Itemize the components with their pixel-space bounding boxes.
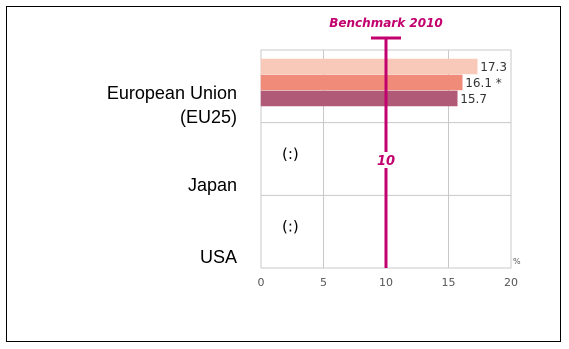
missing-marker-1: (:) bbox=[282, 145, 299, 163]
x-axis: 0 5 10 15 20% bbox=[258, 257, 522, 289]
category-label-eu-line1: European Union bbox=[106, 83, 237, 103]
data-label-0-2: 15.7 bbox=[460, 92, 487, 106]
x-tick-label-1: 5 bbox=[320, 276, 327, 289]
category-label-japan: Japan bbox=[187, 175, 237, 195]
data-labels: 17.3 16.1 * 15.7 bbox=[460, 60, 507, 106]
x-tick-label-0: 0 bbox=[258, 276, 265, 289]
missing-marker-2: (:) bbox=[282, 218, 299, 236]
bar-0-2 bbox=[260, 90, 458, 107]
bar-0-0 bbox=[260, 58, 478, 75]
x-axis-unit: % bbox=[513, 257, 521, 266]
category-label-usa: USA bbox=[199, 247, 237, 267]
benchmark-value-label: 10 bbox=[377, 154, 395, 169]
x-tick-label-4: 20 bbox=[504, 276, 518, 289]
data-label-0-0: 17.3 bbox=[480, 60, 507, 74]
benchmark-title: Benchmark 2010 bbox=[329, 16, 443, 30]
bar-0-1 bbox=[260, 74, 463, 91]
missing-markers: (:) (:) bbox=[282, 145, 299, 236]
x-tick-label-3: 15 bbox=[442, 276, 456, 289]
bars bbox=[260, 58, 478, 107]
benchmark: Benchmark 2010 10 bbox=[329, 16, 443, 268]
category-label-eu-line2: (EU25) bbox=[179, 107, 237, 127]
x-tick-label-2: 10 bbox=[379, 276, 393, 289]
data-label-0-1: 16.1 * bbox=[465, 76, 502, 90]
benchmark-value-bg bbox=[377, 152, 395, 168]
